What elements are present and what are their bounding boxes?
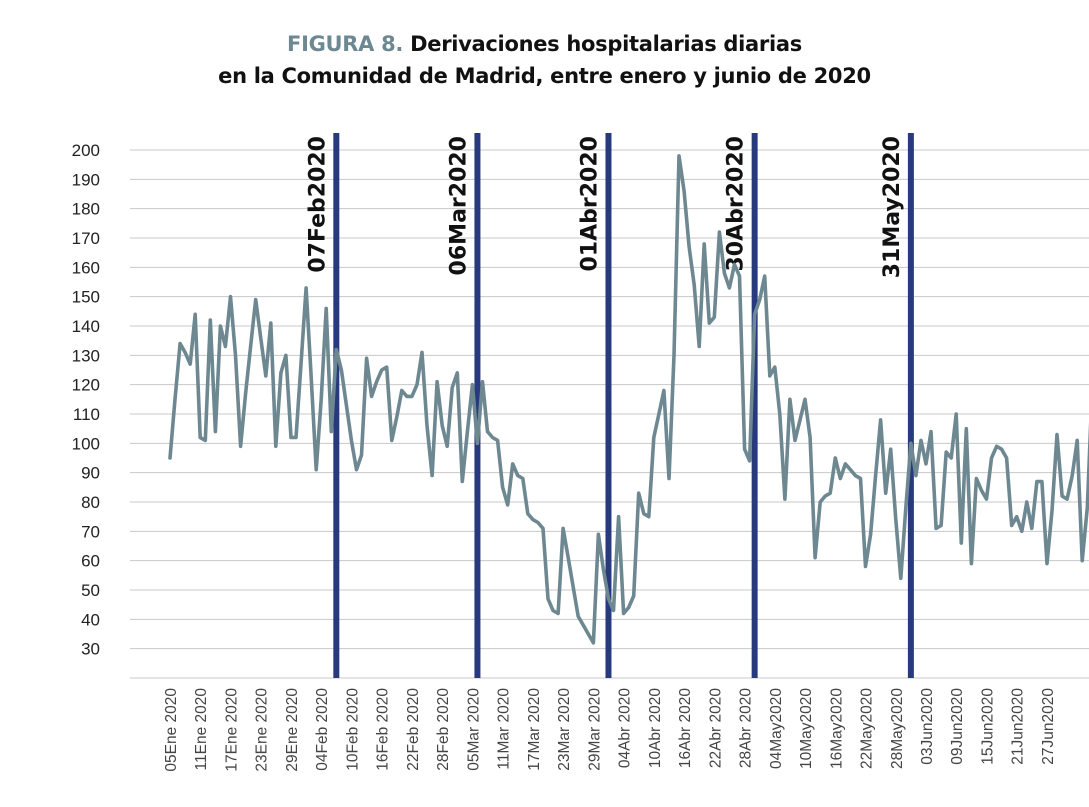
marker-label: 31May2020: [880, 136, 905, 278]
x-tick-label: 04Abr 2020: [617, 688, 634, 769]
x-axis-ticks: 05Ene 2020 11Ene 2020 17Ene 2020 23Ene 2020…: [163, 688, 1057, 772]
x-tick-label: 15Jun2020: [979, 688, 996, 765]
x-tick-label: 22Feb 2020: [405, 688, 422, 771]
x-tick-label: 28Abr 2020: [738, 688, 755, 769]
y-tick-label: 180: [72, 200, 100, 219]
y-tick-label: 70: [81, 522, 100, 541]
x-tick-label: 28Feb 2020: [435, 688, 452, 771]
figure-number: FIGURA 8.: [287, 32, 404, 56]
series-group: [168, 154, 1089, 645]
x-tick-label: 29Mar 2020: [586, 688, 603, 771]
x-tick-label: 03Jun2020: [919, 688, 936, 765]
y-tick-label: 60: [81, 552, 100, 571]
x-tick-label: 10Feb 2020: [344, 688, 361, 771]
y-tick-label: 30: [81, 640, 100, 659]
x-tick-label: 16Feb 2020: [375, 688, 392, 771]
title-line-1: Derivaciones hospitalarias diarias: [410, 32, 802, 56]
x-tick-label: 16May2020: [828, 688, 845, 769]
y-tick-label: 140: [72, 317, 100, 336]
x-tick-label: 23Mar 2020: [556, 688, 573, 771]
x-tick-label: 23Ene 2020: [254, 688, 271, 772]
y-tick-label: 120: [72, 376, 100, 395]
x-tick-label: 11Ene 2020: [193, 688, 210, 771]
x-tick-label: 27Jun2020: [1040, 688, 1057, 765]
x-tick-label: 04Feb 2020: [314, 688, 331, 771]
title-line-2: en la Comunidad de Madrid, entre enero y…: [218, 64, 871, 88]
y-tick-label: 150: [72, 288, 100, 307]
y-axis-ticks: 30 40 50 60 70 80 90 100 110 120 130 140 150 160 170 18…: [72, 141, 100, 659]
x-tick-label: 05Ene 2020: [163, 688, 180, 772]
x-tick-label: 04May2020: [768, 688, 785, 769]
y-tick-label: 100: [72, 434, 100, 453]
x-tick-label: 17Mar 2020: [526, 688, 543, 771]
x-tick-label: 21Jun2020: [1010, 688, 1027, 765]
date-markers: 07Feb2020 06Mar2020 01Abr2020 30Abr2020 31Ma…: [305, 133, 914, 678]
y-tick-label: 80: [81, 493, 100, 512]
y-tick-label: 40: [81, 610, 100, 629]
y-tick-label: 190: [72, 170, 100, 189]
y-tick-label: 160: [72, 258, 100, 277]
marker-label: 30Abr2020: [724, 136, 749, 271]
x-tick-label: 09Jun2020: [949, 688, 966, 765]
marker-label: 06Mar2020: [446, 136, 471, 275]
y-tick-label: 110: [73, 405, 100, 424]
marker-label: 01Abr2020: [577, 136, 602, 271]
y-tick-label: 130: [72, 346, 100, 365]
x-tick-label: 05Mar 2020: [465, 688, 482, 771]
y-tick-label: 90: [81, 464, 100, 483]
y-tick-label: 50: [81, 581, 100, 600]
x-tick-label: 29Ene 2020: [284, 688, 301, 772]
x-tick-label: 10May2020: [798, 688, 815, 769]
x-tick-label: 11Mar 2020: [496, 688, 513, 770]
x-tick-label: 22Abr 2020: [707, 688, 724, 769]
x-tick-label: 16Abr 2020: [677, 688, 694, 769]
series-line: [168, 154, 1089, 645]
y-tick-label: 170: [72, 229, 100, 248]
x-tick-label: 22May2020: [859, 688, 876, 769]
y-tick-label: 200: [72, 141, 100, 160]
x-tick-label: 17Ene 2020: [223, 688, 240, 772]
x-tick-label: 10Abr 2020: [647, 688, 664, 769]
x-tick-label: 28May2020: [889, 688, 906, 769]
chart-title: FIGURA 8. Derivaciones hospitalarias dia…: [0, 28, 1089, 92]
marker-label: 07Feb2020: [305, 136, 330, 273]
